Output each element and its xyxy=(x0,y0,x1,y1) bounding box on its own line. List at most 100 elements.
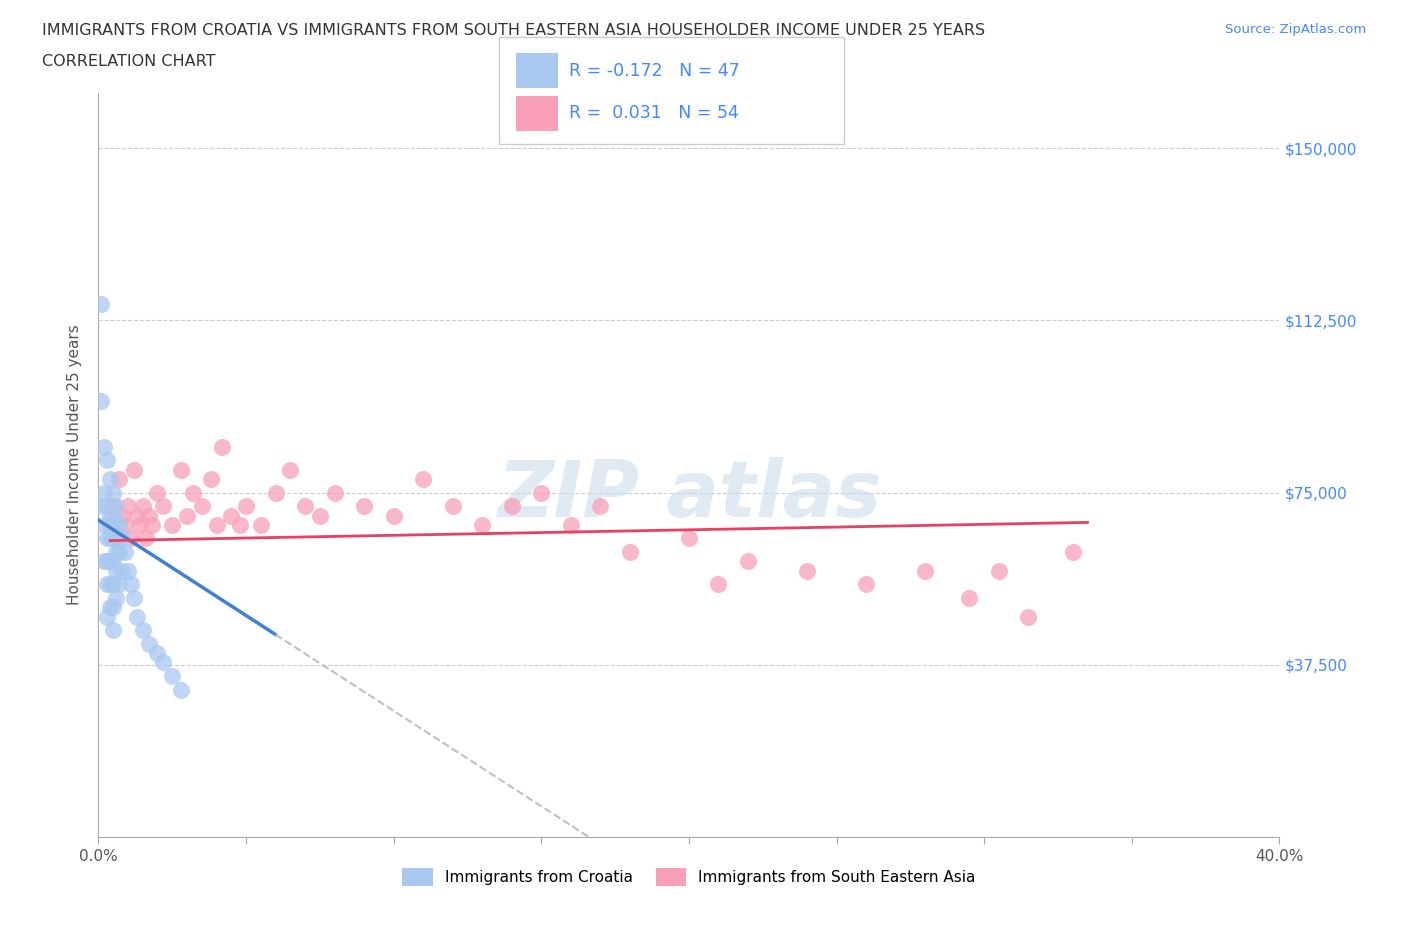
Point xyxy=(96,577,118,591)
Text: R =  0.031   N = 54: R = 0.031 N = 54 xyxy=(569,104,740,123)
Point xyxy=(96,531,118,546)
Point xyxy=(98,600,121,615)
Point xyxy=(191,498,214,513)
Point xyxy=(1062,545,1084,560)
Point xyxy=(90,498,112,513)
Point xyxy=(103,577,125,591)
Point xyxy=(103,531,125,546)
Point xyxy=(96,609,118,624)
Point xyxy=(796,564,818,578)
Point xyxy=(412,472,434,486)
Point xyxy=(855,577,877,591)
Point xyxy=(111,508,134,523)
Point xyxy=(103,508,125,523)
Point xyxy=(103,498,125,513)
Point xyxy=(152,498,174,513)
Point xyxy=(125,609,148,624)
Point xyxy=(235,498,257,513)
Point xyxy=(98,508,121,523)
Point xyxy=(117,564,139,578)
Point xyxy=(353,498,375,513)
Point xyxy=(122,591,145,605)
Point xyxy=(114,517,136,532)
Point xyxy=(959,591,981,605)
Point xyxy=(98,517,121,532)
Point xyxy=(221,508,243,523)
Point xyxy=(90,393,112,408)
Text: Source: ZipAtlas.com: Source: ZipAtlas.com xyxy=(1226,23,1367,36)
Point xyxy=(108,472,131,486)
Point xyxy=(105,531,128,546)
Point xyxy=(103,554,125,569)
Point xyxy=(988,564,1011,578)
Point xyxy=(108,517,131,532)
Point xyxy=(103,485,125,500)
Point xyxy=(105,564,128,578)
Point xyxy=(103,600,125,615)
Point xyxy=(93,485,115,500)
Point xyxy=(105,498,128,513)
Point xyxy=(105,545,128,560)
Point xyxy=(132,623,155,638)
Point xyxy=(138,637,160,652)
Point xyxy=(170,462,193,477)
Point xyxy=(619,545,641,560)
Text: R = -0.172   N = 47: R = -0.172 N = 47 xyxy=(569,61,740,80)
Point xyxy=(162,517,183,532)
Point xyxy=(501,498,523,513)
Point xyxy=(146,645,169,660)
Point xyxy=(114,545,136,560)
Point xyxy=(111,531,134,546)
Point xyxy=(120,531,142,546)
Point xyxy=(707,577,730,591)
Point xyxy=(93,517,115,532)
Point xyxy=(108,545,131,560)
Point xyxy=(138,508,160,523)
Legend: Immigrants from Croatia, Immigrants from South Eastern Asia: Immigrants from Croatia, Immigrants from… xyxy=(396,862,981,893)
Point xyxy=(205,517,228,532)
Point xyxy=(471,517,494,532)
Point xyxy=(250,517,273,532)
Point xyxy=(132,498,155,513)
Point xyxy=(146,485,169,500)
Point xyxy=(90,297,112,312)
Point xyxy=(122,462,145,477)
Point xyxy=(105,591,128,605)
Point xyxy=(93,439,115,454)
Point xyxy=(152,655,174,670)
Point xyxy=(98,472,121,486)
Point xyxy=(117,498,139,513)
Point xyxy=(93,554,115,569)
Text: IMMIGRANTS FROM CROATIA VS IMMIGRANTS FROM SOUTH EASTERN ASIA HOUSEHOLDER INCOME: IMMIGRANTS FROM CROATIA VS IMMIGRANTS FR… xyxy=(42,23,986,38)
Point xyxy=(530,485,553,500)
Point xyxy=(96,554,118,569)
Point xyxy=(914,564,936,578)
Point xyxy=(678,531,700,546)
Point xyxy=(170,683,193,698)
Point xyxy=(181,485,204,500)
Text: ZIP atlas: ZIP atlas xyxy=(496,457,882,533)
Point xyxy=(120,577,142,591)
Point xyxy=(135,531,157,546)
Point xyxy=(294,498,316,513)
Point xyxy=(589,498,612,513)
Point xyxy=(98,577,121,591)
Point xyxy=(382,508,405,523)
Point xyxy=(264,485,287,500)
Point xyxy=(105,517,128,532)
Point xyxy=(162,669,183,684)
Point xyxy=(211,439,233,454)
Point xyxy=(229,517,252,532)
Point xyxy=(103,623,125,638)
Y-axis label: Householder Income Under 25 years: Householder Income Under 25 years xyxy=(67,325,83,605)
Point xyxy=(98,531,121,546)
Text: CORRELATION CHART: CORRELATION CHART xyxy=(42,54,215,69)
Point xyxy=(98,554,121,569)
Point xyxy=(96,498,118,513)
Point xyxy=(108,577,131,591)
Point xyxy=(128,517,150,532)
Point xyxy=(309,508,332,523)
Point xyxy=(125,508,148,523)
Point xyxy=(737,554,759,569)
Point xyxy=(141,517,163,532)
